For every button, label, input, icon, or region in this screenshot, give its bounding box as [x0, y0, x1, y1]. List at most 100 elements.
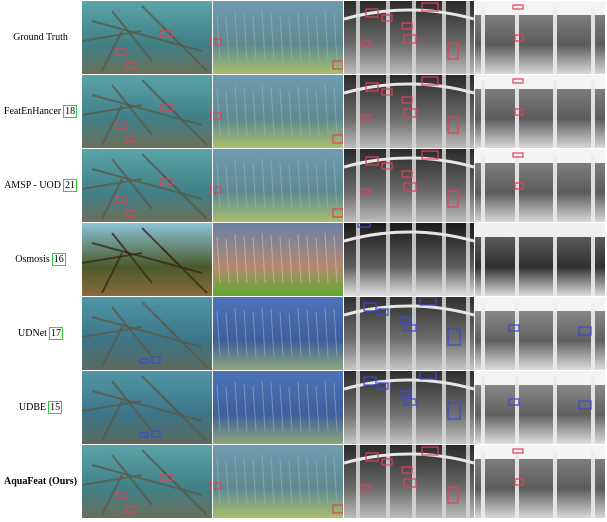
seagrass-scene-icon: [213, 371, 343, 444]
detection-box: [365, 8, 379, 18]
method-label: UDBE 15: [0, 371, 81, 444]
detection-box: [403, 34, 417, 44]
method-label: FeatEnHancer 18: [0, 75, 81, 148]
method-name: UDNet: [18, 328, 47, 339]
method-name: FeatEnHancer: [3, 106, 62, 117]
detection-box: [381, 162, 393, 170]
comparison-row: Osmosis 16: [0, 223, 607, 296]
detection-box: [401, 22, 413, 30]
seabed-scene-icon: [475, 149, 605, 222]
method-label: AquaFeat (Ours): [0, 445, 81, 518]
detection-box: [361, 40, 371, 48]
seagrass-scene-icon: [213, 149, 343, 222]
seabed-scene-icon: [475, 297, 605, 370]
method-name: Ground Truth: [13, 32, 68, 43]
detection-box: [419, 297, 437, 306]
detection-box: [363, 302, 377, 312]
method-name: AMSP - UOD: [4, 180, 61, 191]
seagrass-scene-icon: [213, 1, 343, 74]
detection-box: [403, 478, 417, 488]
cage-scene-icon: [344, 75, 474, 148]
detection-box: [514, 34, 524, 42]
method-label: Ground Truth: [0, 1, 81, 74]
detection-box: [447, 486, 459, 504]
detection-box: [139, 432, 149, 438]
citation-ref: 21: [62, 179, 77, 192]
method-name: Osmosis: [15, 254, 50, 265]
method-label: AMSP - UOD 21: [0, 149, 81, 222]
detection-box: [209, 184, 212, 194]
detection-box: [447, 116, 459, 134]
detection-box: [363, 376, 377, 386]
detection-box: [403, 324, 417, 332]
detection-box: [401, 96, 413, 104]
coral-scene-icon: [82, 75, 212, 148]
seagrass-scene-icon: [213, 445, 343, 518]
method-name: AquaFeat (Ours): [3, 476, 78, 487]
seabed-scene-icon: [475, 445, 605, 518]
detection-box: [213, 38, 222, 46]
seagrass-scene-icon: [213, 75, 343, 148]
detection-box: [399, 316, 411, 324]
seagrass-scene-icon: [213, 297, 343, 370]
coral-scene-icon: [82, 149, 212, 222]
citation-ref: 17: [48, 327, 63, 340]
detection-box: [209, 480, 212, 490]
detection-box: [578, 400, 592, 410]
detection-box: [159, 30, 173, 38]
detection-box: [381, 14, 393, 22]
detection-box: [365, 82, 379, 92]
detection-box: [125, 136, 135, 143]
detection-box: [514, 108, 524, 116]
seabed-scene-icon: [475, 75, 605, 148]
citation-ref: 18: [63, 105, 78, 118]
detection-box: [115, 196, 127, 204]
comparison-row: AMSP - UOD 21: [0, 149, 607, 222]
detection-box: [512, 448, 524, 454]
coral-scene-icon: [82, 445, 212, 518]
coral-scene-icon: [82, 223, 212, 296]
seagrass-scene-icon: [213, 223, 343, 296]
detection-box: [401, 466, 413, 474]
detection-box: [447, 402, 461, 420]
detection-box: [159, 178, 173, 186]
detection-box: [419, 371, 437, 380]
detection-box: [213, 186, 222, 194]
detection-box: [399, 390, 411, 398]
detection-box: [361, 114, 371, 122]
cage-scene-icon: [344, 371, 474, 444]
detection-box: [115, 492, 127, 500]
detection-box: [421, 150, 439, 160]
detection-box: [403, 108, 417, 118]
detection-box: [377, 382, 389, 390]
detection-box: [514, 182, 524, 190]
seabed-scene-icon: [475, 371, 605, 444]
detection-box: [401, 170, 413, 178]
detection-box: [125, 506, 135, 513]
seabed-scene-icon: [475, 1, 605, 74]
cage-scene-icon: [344, 223, 474, 296]
detection-box: [381, 88, 393, 96]
detection-box: [403, 182, 417, 192]
detection-box: [332, 208, 343, 218]
detection-box: [159, 474, 173, 482]
method-name: UDBE: [18, 402, 47, 413]
detection-box: [332, 134, 343, 144]
detection-box: [361, 484, 371, 492]
detection-box: [377, 308, 389, 316]
cage-scene-icon: [344, 149, 474, 222]
detection-box: [213, 482, 222, 490]
detection-box: [139, 358, 149, 364]
detection-box: [332, 60, 343, 70]
detection-box: [508, 324, 520, 332]
detection-box: [209, 36, 212, 46]
detection-box: [159, 104, 173, 112]
detection-box: [512, 4, 524, 10]
detection-box: [361, 188, 371, 196]
method-label: UDNet 17: [0, 297, 81, 370]
citation-ref: 15: [48, 401, 63, 414]
cage-scene-icon: [344, 297, 474, 370]
detection-box: [365, 156, 379, 166]
seabed-scene-icon: [475, 223, 605, 296]
